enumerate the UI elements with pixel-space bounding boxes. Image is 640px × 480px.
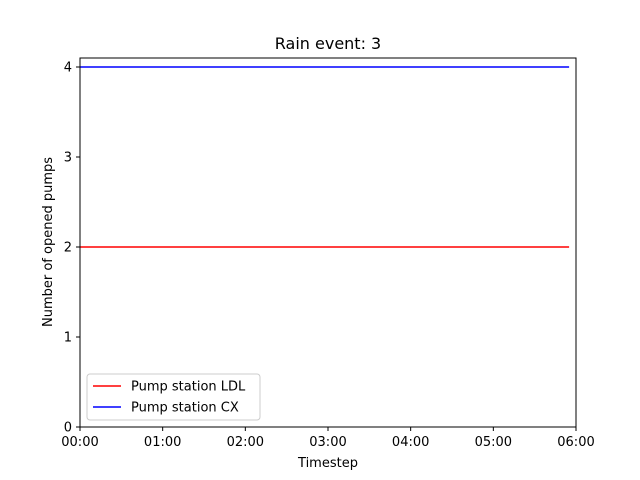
x-tick-label: 00:00	[61, 435, 98, 450]
y-tick-label: 2	[64, 241, 72, 256]
x-tick-label: 03:00	[309, 435, 346, 450]
x-tick-label: 05:00	[475, 435, 512, 450]
chart-title: Rain event: 3	[275, 34, 381, 53]
y-axis: 0 1 2 3 4	[64, 61, 80, 436]
x-tick-label: 04:00	[392, 435, 429, 450]
legend: Pump station LDL Pump station CX	[86, 373, 261, 421]
x-axis-title: Timestep	[297, 456, 358, 471]
y-tick-label: 1	[64, 331, 72, 346]
x-tick-label: 02:00	[227, 435, 264, 450]
y-axis-title: Number of opened pumps	[41, 157, 56, 327]
y-tick-label: 3	[64, 151, 72, 166]
legend-label-1: Pump station CX	[131, 401, 239, 416]
legend-label-0: Pump station LDL	[131, 380, 246, 395]
x-tick-label: 01:00	[144, 435, 181, 450]
y-tick-label: 4	[64, 61, 72, 76]
legend-box	[86, 373, 261, 421]
series-layer	[80, 66, 570, 248]
y-tick-label: 0	[64, 421, 72, 436]
x-tick-label: 06:00	[557, 435, 594, 450]
x-axis: 00:00 01:00 02:00 03:00 04:00 05:00 06:00	[61, 427, 595, 450]
